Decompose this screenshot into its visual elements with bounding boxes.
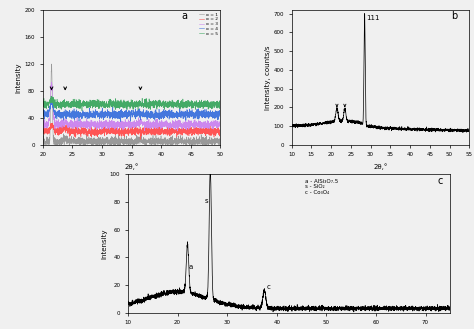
α = 2: [122, 129, 128, 133]
α = 5: [40, 98, 46, 102]
Line: α = 4: α = 4: [43, 97, 220, 122]
α = 3: [122, 123, 128, 127]
Text: c: c: [438, 176, 443, 186]
Text: a: a: [181, 11, 187, 21]
α = 1: [49, 67, 55, 71]
Line: α = 1: α = 1: [43, 64, 220, 149]
α = 1: [212, 140, 218, 144]
α = 1: [122, 142, 128, 146]
α = 2: [127, 132, 132, 136]
α = 2: [40, 129, 46, 133]
X-axis label: 2θ,°: 2θ,°: [373, 163, 388, 170]
α = 5: [212, 103, 218, 107]
Y-axis label: Intensity: Intensity: [101, 228, 107, 259]
Text: c: c: [266, 284, 270, 290]
α = 5: [212, 103, 218, 107]
Text: 111: 111: [366, 15, 380, 21]
α = 3: [212, 118, 218, 122]
Y-axis label: Intensity: Intensity: [16, 62, 22, 92]
α = 3: [212, 121, 218, 125]
α = 4: [218, 114, 223, 118]
α = 5: [48, 94, 54, 98]
α = 3: [175, 129, 181, 133]
X-axis label: 2θ,°: 2θ,°: [124, 163, 139, 170]
α = 4: [212, 109, 218, 113]
α = 5: [49, 99, 55, 103]
α = 2: [180, 131, 186, 135]
Text: b: b: [451, 11, 458, 21]
Line: α = 5: α = 5: [43, 96, 220, 111]
α = 3: [49, 80, 55, 84]
α = 3: [49, 89, 55, 92]
α = 4: [49, 95, 55, 99]
α = 3: [127, 123, 132, 127]
α = 2: [212, 132, 218, 136]
Text: a - AlSi₃O₇.5
s - SiO₂
c - Co₃O₄: a - AlSi₃O₇.5 s - SiO₂ c - Co₃O₄: [305, 179, 338, 195]
α = 4: [127, 110, 132, 114]
α = 1: [40, 139, 46, 142]
α = 4: [212, 112, 218, 115]
α = 4: [40, 112, 46, 116]
α = 2: [49, 122, 55, 126]
α = 3: [180, 124, 186, 128]
α = 5: [79, 109, 85, 113]
Line: α = 2: α = 2: [43, 123, 220, 139]
α = 2: [50, 121, 55, 125]
α = 2: [218, 134, 223, 138]
α = 4: [180, 111, 186, 115]
α = 3: [218, 121, 223, 125]
Text: s: s: [204, 198, 208, 204]
α = 3: [40, 120, 46, 124]
α = 1: [180, 139, 186, 143]
α = 4: [49, 97, 55, 101]
α = 5: [180, 106, 186, 110]
α = 4: [118, 120, 124, 124]
Line: α = 3: α = 3: [43, 82, 220, 131]
α = 1: [127, 140, 132, 144]
α = 1: [89, 147, 94, 151]
α = 2: [137, 138, 143, 141]
α = 5: [127, 101, 132, 105]
α = 5: [218, 102, 223, 106]
α = 1: [212, 141, 218, 145]
Text: a: a: [189, 265, 193, 270]
α = 2: [212, 133, 218, 137]
Y-axis label: Intensity, counts/s: Intensity, counts/s: [264, 45, 271, 110]
α = 5: [122, 106, 128, 110]
α = 1: [49, 62, 55, 66]
α = 1: [218, 141, 223, 145]
Legend: α = 1, α = 2, α = 3, α = 4, α = 5: α = 1, α = 2, α = 3, α = 4, α = 5: [197, 11, 219, 38]
α = 4: [122, 114, 128, 118]
